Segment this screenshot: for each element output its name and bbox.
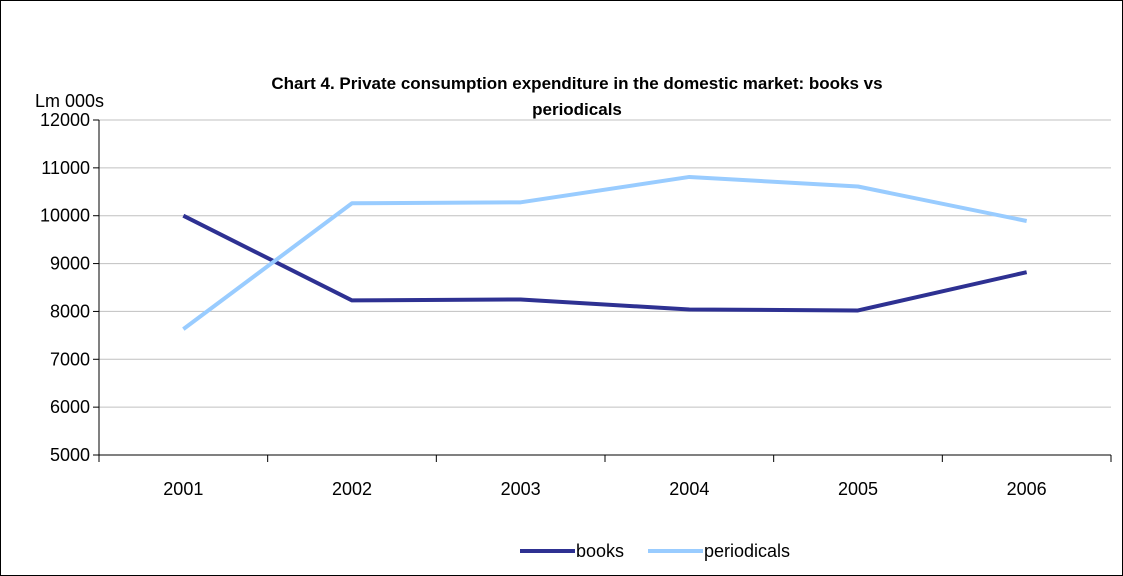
y-tick-label: 6000 xyxy=(50,397,90,417)
x-tick-label: 2006 xyxy=(1007,479,1047,499)
x-tick-label: 2001 xyxy=(163,479,203,499)
y-tick-label: 10000 xyxy=(40,206,90,226)
series-line-periodicals xyxy=(182,174,1028,331)
series-line-books xyxy=(182,213,1028,313)
y-axis-unit-label: Lm 000s xyxy=(35,91,104,111)
y-tick-label: 5000 xyxy=(50,445,90,465)
x-tick-label: 2005 xyxy=(838,479,878,499)
axes xyxy=(93,119,1112,462)
y-tick-label: 8000 xyxy=(50,301,90,321)
y-tick-label: 12000 xyxy=(40,110,90,130)
x-tick-label: 2002 xyxy=(332,479,372,499)
y-tick-label: 11000 xyxy=(41,158,90,178)
legend-label-periodicals: periodicals xyxy=(704,541,790,561)
gridlines xyxy=(99,119,1111,408)
y-tick-label: 7000 xyxy=(50,349,90,369)
legend: books periodicals xyxy=(520,541,790,561)
x-tick-labels: 2001 2002 2003 2004 2005 2006 xyxy=(163,479,1046,499)
legend-label-books: books xyxy=(576,541,624,561)
y-tick-labels: 5000 6000 7000 8000 9000 10000 11000 12000 xyxy=(40,110,90,465)
chart-title-line-2: periodicals xyxy=(532,100,622,119)
chart-title-line-1: Chart 4. Private consumption expenditure… xyxy=(271,74,882,93)
x-tick-label: 2003 xyxy=(501,479,541,499)
x-tick-label: 2004 xyxy=(669,479,709,499)
series-lines xyxy=(182,174,1028,331)
y-tick-label: 9000 xyxy=(50,254,90,274)
